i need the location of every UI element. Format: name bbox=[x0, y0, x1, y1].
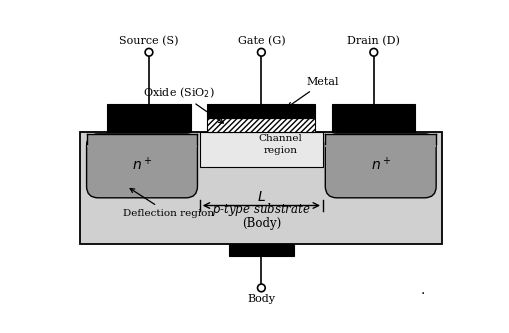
Text: Body: Body bbox=[247, 294, 275, 304]
Text: $n^+$: $n^+$ bbox=[132, 156, 152, 173]
Text: Gate (G): Gate (G) bbox=[237, 36, 285, 46]
Text: Metal: Metal bbox=[288, 77, 338, 107]
Bar bbox=[325, 134, 435, 147]
Text: (Body): (Body) bbox=[241, 217, 280, 230]
Text: Drain (D): Drain (D) bbox=[347, 36, 400, 46]
Text: $p$-type substrate: $p$-type substrate bbox=[212, 201, 310, 218]
Text: Oxide (SiO$_2$): Oxide (SiO$_2$) bbox=[143, 85, 223, 123]
Bar bbox=[207, 104, 315, 118]
Bar bbox=[207, 118, 315, 132]
Text: $L$: $L$ bbox=[257, 190, 265, 204]
Bar bbox=[229, 244, 293, 255]
Bar bbox=[87, 134, 197, 147]
Text: $n^+$: $n^+$ bbox=[370, 156, 390, 173]
Text: Deflection region: Deflection region bbox=[123, 188, 213, 218]
Text: Channel
region: Channel region bbox=[258, 134, 302, 155]
Bar bbox=[325, 134, 435, 146]
Text: Source (S): Source (S) bbox=[119, 36, 178, 46]
FancyBboxPatch shape bbox=[87, 134, 197, 198]
Bar bbox=[107, 104, 190, 132]
Bar bbox=[87, 134, 197, 146]
Text: .: . bbox=[420, 283, 425, 297]
FancyBboxPatch shape bbox=[325, 134, 435, 198]
Bar bbox=[331, 104, 414, 132]
Bar bbox=[80, 132, 441, 244]
Bar bbox=[200, 132, 322, 167]
